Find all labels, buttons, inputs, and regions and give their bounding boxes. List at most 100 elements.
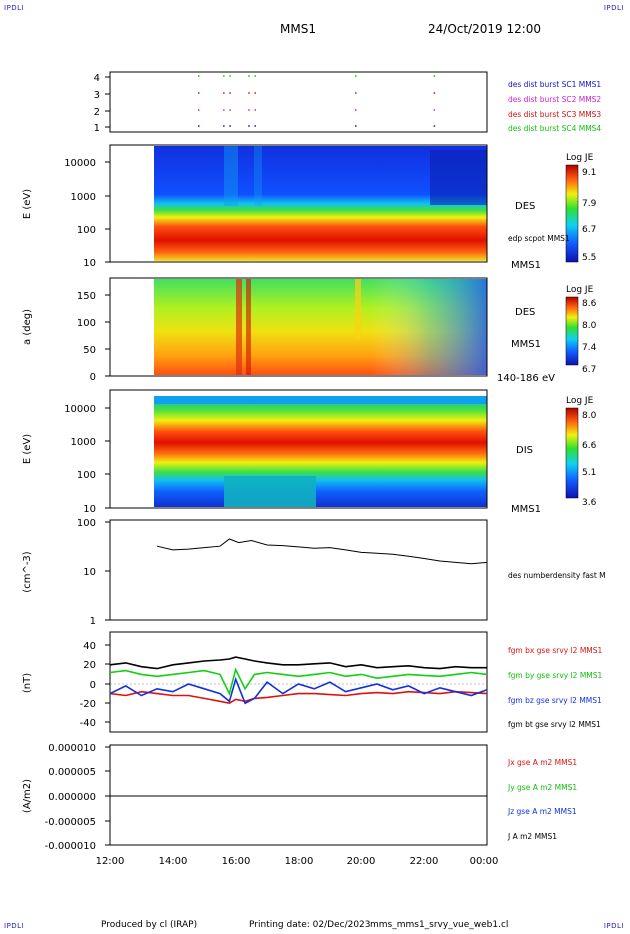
des-pitch-ytick: 150 — [77, 291, 96, 302]
time-tick: 12:00 — [96, 856, 125, 867]
des-pitch-ytick: 50 — [83, 345, 96, 356]
current-ytick: 0.000000 — [48, 792, 96, 803]
density-line — [156, 538, 488, 565]
dis-energy-colorbar-title: Log JE — [566, 396, 594, 406]
corner-label-bottom-left: IPDLI — [4, 922, 25, 930]
des-energy-colorbar — [565, 164, 579, 263]
current-ytick: -0.000010 — [45, 841, 96, 852]
des-pitch-cbar-tick: 8.0 — [582, 321, 597, 331]
des-pitch-ytick: 0 — [90, 372, 96, 383]
current-legend-jx: Jx gse A m2 MMS1 — [507, 758, 577, 767]
bfield-plot — [109, 656, 488, 705]
des-pitch-panel: a (deg) 0 50 100 150 Log JE 8.6 8.0 7.4 … — [22, 277, 597, 384]
bfield-ytick: 40 — [83, 641, 96, 652]
bfield-series-line — [109, 656, 487, 670]
des-pitch-cbar-tick: 7.4 — [582, 343, 597, 353]
burst-legend-sc2: des dist burst SC2 MMS2 — [508, 95, 601, 104]
current-ytick: -0.000005 — [45, 817, 96, 828]
bfield-series-line — [109, 676, 488, 705]
dis-energy-ytick: 100 — [77, 470, 96, 481]
density-legend: des numberdensity fast M — [508, 571, 606, 580]
density-ytick: 1 — [90, 616, 96, 627]
bfield-series-line — [109, 667, 488, 696]
des-energy-ytick: 10 — [83, 258, 96, 269]
dis-energy-ytick: 1000 — [71, 437, 96, 448]
mission-title: MMS1 — [280, 22, 316, 36]
des-energy-mms-label: MMS1 — [511, 260, 541, 271]
density-plot — [156, 538, 488, 565]
burst-ytick: 4 — [94, 73, 100, 84]
bfield-panel: (nT) -40 -20 0 20 40 fgm bx gse srvy l2 … — [22, 631, 603, 733]
footer-filename: mms_mms1_srvy_vue_web1.cl — [370, 920, 509, 930]
bfield-ytick: 20 — [83, 660, 96, 671]
dis-energy-cbar-tick: 3.6 — [582, 498, 597, 508]
density-ytick: 100 — [77, 518, 96, 529]
bfield-legend-bx: fgm bx gse srvy l2 MMS1 — [508, 646, 603, 655]
des-pitch-ytick: 100 — [77, 318, 96, 329]
time-tick: 16:00 — [222, 856, 251, 867]
des-energy-ytick: 100 — [77, 225, 96, 236]
dis-energy-ylabel: E (eV) — [22, 434, 33, 464]
des-pitch-colorbar — [565, 296, 579, 366]
datetime-title: 24/Oct/2019 12:00 — [428, 22, 542, 36]
burst-ytick: 2 — [94, 107, 100, 118]
des-pitch-mms-label: MMS1 — [511, 339, 541, 350]
current-legend-jy: Jy gse A m2 MMS1 — [507, 783, 577, 792]
des-pitch-energy-range: 140-186 eV — [497, 373, 555, 384]
density-panel: (cm^-3) 1 10 100 des numberdensity fast … — [22, 518, 606, 627]
burst-yaxis: 1 2 3 4 — [94, 73, 110, 134]
corner-label-top-left: IPDLI — [4, 4, 25, 12]
corner-label-top-right: IPDLI — [603, 4, 624, 12]
time-tick: 22:00 — [410, 856, 439, 867]
current-legend-jz: Jz gse A m2 MMS1 — [507, 807, 577, 816]
density-ytick: 10 — [83, 567, 96, 578]
dis-energy-instrument: DIS — [516, 445, 533, 456]
time-tick: 14:00 — [159, 856, 188, 867]
current-panel: (A/m2) -0.000010 -0.000005 0.000000 0.00… — [22, 743, 577, 852]
des-pitch-cbar-tick: 6.7 — [582, 365, 596, 375]
bfield-legend-by: fgm by gse srvy l2 MMS1 — [508, 671, 603, 680]
dis-energy-mms-label: MMS1 — [511, 504, 541, 515]
corner-label-bottom-right: IPDLI — [603, 922, 624, 930]
burst-panel: 1 2 3 4 des dist burst SC1 MMS1 des dist… — [94, 71, 601, 134]
burst-ytick: 1 — [94, 123, 100, 134]
des-energy-cbar-tick: 7.9 — [582, 199, 597, 209]
burst-marks — [197, 75, 436, 127]
dis-energy-ytick: 10 — [83, 504, 96, 515]
time-tick: 18:00 — [285, 856, 314, 867]
current-legend-j: J A m2 MMS1 — [507, 832, 557, 841]
bfield-ylabel: (nT) — [22, 673, 33, 693]
des-energy-cbar-tick: 5.5 — [582, 253, 596, 263]
current-ytick: 0.000005 — [48, 767, 96, 778]
bfield-series-line — [109, 690, 488, 705]
time-tick: 00:00 — [470, 856, 499, 867]
bfield-ytick: -40 — [80, 718, 96, 729]
des-energy-instrument: DES — [515, 201, 535, 212]
dis-energy-colorbar — [565, 407, 579, 499]
des-energy-ylabel: E (eV) — [22, 189, 33, 219]
des-energy-cbar-tick: 6.7 — [582, 225, 596, 235]
burst-legend-sc1: des dist burst SC1 MMS1 — [508, 80, 601, 89]
dis-energy-cbar-tick: 8.0 — [582, 411, 597, 421]
bfield-legend-bt: fgm bt gse srvy l2 MMS1 — [508, 720, 601, 729]
density-ylabel: (cm^-3) — [22, 551, 33, 592]
dis-energy-ytick: 10000 — [64, 404, 96, 415]
time-axis: 12:00 14:00 16:00 18:00 20:00 22:00 00:0… — [96, 856, 499, 867]
footer-printing-date: Printing date: 02/Dec/2023 — [249, 920, 371, 930]
dis-energy-cbar-tick: 5.1 — [582, 468, 596, 478]
bfield-ytick: -20 — [80, 699, 96, 710]
des-energy-ytick: 1000 — [71, 192, 96, 203]
dis-energy-spectrogram — [154, 396, 487, 507]
footer-produced-by: Produced by cl (IRAP) — [101, 920, 198, 930]
current-ytick: 0.000010 — [48, 743, 96, 754]
current-ylabel: (A/m2) — [22, 779, 33, 813]
time-tick: 20:00 — [347, 856, 376, 867]
des-pitch-ylabel: a (deg) — [22, 309, 33, 345]
des-pitch-instrument: DES — [515, 307, 535, 318]
dis-energy-cbar-tick: 6.6 — [582, 441, 597, 451]
des-energy-colorbar-title: Log JE — [566, 153, 594, 163]
des-pitch-cbar-tick: 8.6 — [582, 299, 597, 309]
des-pitch-colorbar-title: Log JE — [566, 285, 594, 295]
scpot-label: edp scpot MMS1 — [508, 234, 570, 243]
